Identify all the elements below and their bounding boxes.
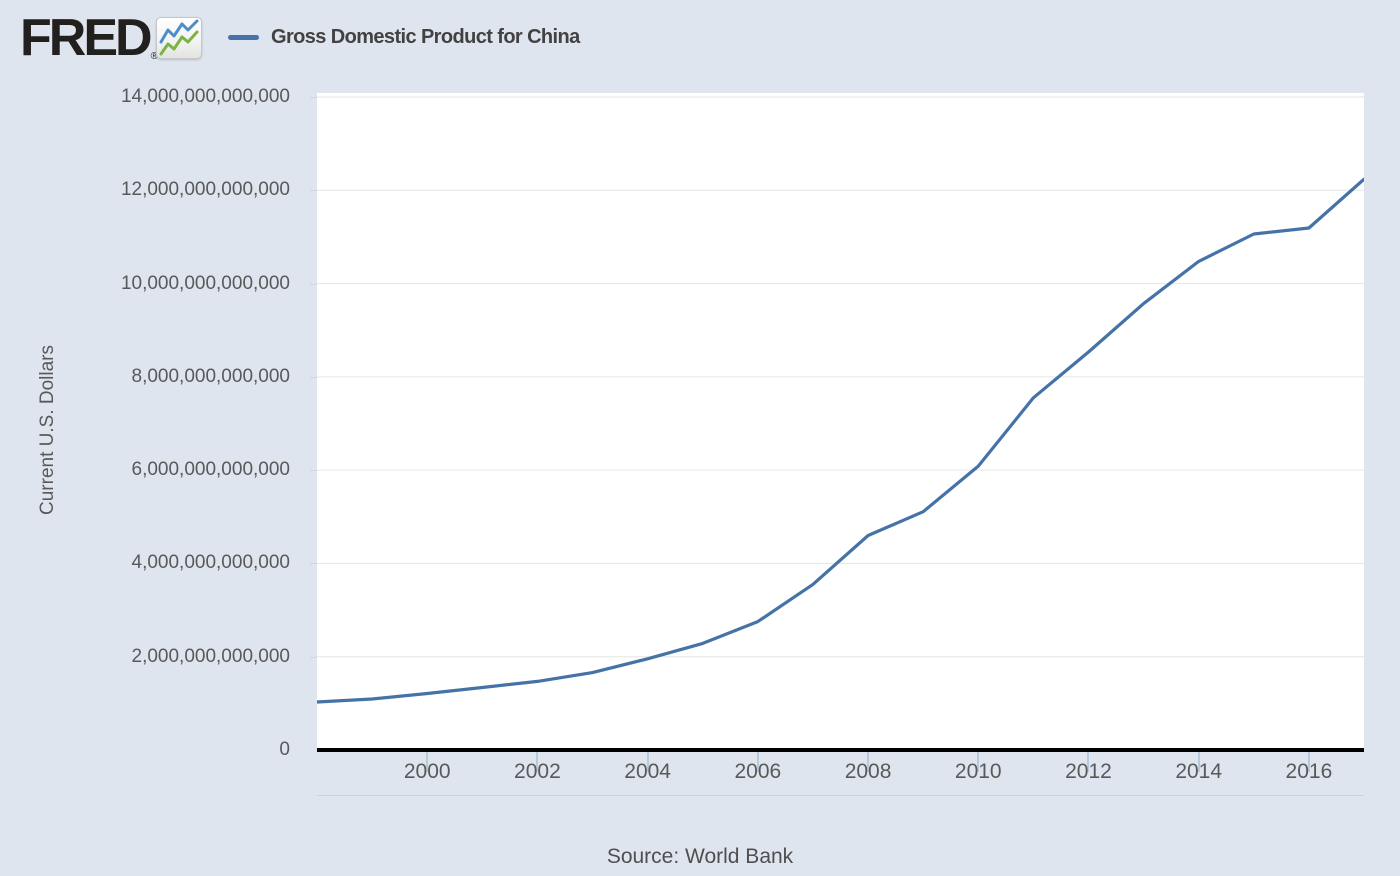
x-tick-label: 2008: [844, 760, 892, 783]
series-legend-label: Gross Domestic Product for China: [271, 25, 580, 48]
x-tick-mark: [646, 752, 649, 772]
x-tick-label: 2000: [403, 760, 451, 783]
y-tick-label: 0: [279, 739, 290, 760]
y-tick-label: 12,000,000,000,000: [120, 179, 290, 201]
fred-sparkline-icon[interactable]: [156, 17, 202, 59]
x-tick-mark: [756, 752, 759, 772]
x-tick-label: 2004: [624, 760, 671, 783]
fred-logo[interactable]: FRED ®: [20, 9, 158, 67]
y-tick-mark: [310, 376, 317, 378]
x-axis-baseline: [317, 748, 1364, 752]
x-tick-mark: [977, 752, 980, 772]
x-tick-label: 2010: [954, 760, 1002, 783]
y-tick-label: 2,000,000,000,000: [131, 645, 291, 667]
y-tick-label: 8,000,000,000,000: [131, 365, 291, 387]
series-legend: Gross Domestic Product for China: [228, 24, 580, 50]
chart-header: FRED ® Gross Domestic Product for China: [0, 0, 1400, 80]
x-tick-mark: [1197, 752, 1200, 772]
y-tick-label: 4,000,000,000,000: [131, 552, 291, 574]
fred-wordmark: FRED: [20, 9, 153, 67]
x-tick-label: 2012: [1065, 760, 1112, 783]
registered-trademark: ®: [150, 51, 158, 62]
x-tick-label: 2002: [514, 760, 561, 783]
y-tick-mark: [310, 97, 317, 98]
x-tick-label: 2006: [734, 760, 782, 783]
y-tick-label: 6,000,000,000,000: [131, 459, 291, 481]
legend-line-swatch: [228, 34, 259, 40]
gdp-line-chart: [315, 96, 1366, 704]
y-tick-mark: [310, 283, 317, 285]
x-tick-mark: [536, 752, 539, 772]
x-tick-mark: [867, 752, 870, 772]
source-note: Source: World Bank: [606, 845, 794, 868]
sparkline-icon-graphic: [159, 19, 199, 56]
x-tick-mark: [1087, 752, 1090, 772]
chart-plot-area[interactable]: [315, 93, 1366, 750]
y-tick-mark: [310, 190, 317, 192]
axis-bottom-separator: [317, 795, 1364, 796]
y-tick-mark: [310, 563, 317, 565]
x-tick-mark: [1307, 752, 1310, 772]
x-tick-label: 2016: [1285, 760, 1333, 783]
y-tick-mark: [310, 656, 317, 658]
y-tick-label: 14,000,000,000,000: [120, 86, 290, 107]
gdp-series-line[interactable]: [315, 177, 1366, 704]
y-tick-label: 10,000,000,000,000: [120, 272, 290, 294]
x-tick-mark: [426, 752, 429, 772]
y-tick-mark: [310, 470, 317, 472]
x-tick-label: 2014: [1175, 760, 1223, 783]
